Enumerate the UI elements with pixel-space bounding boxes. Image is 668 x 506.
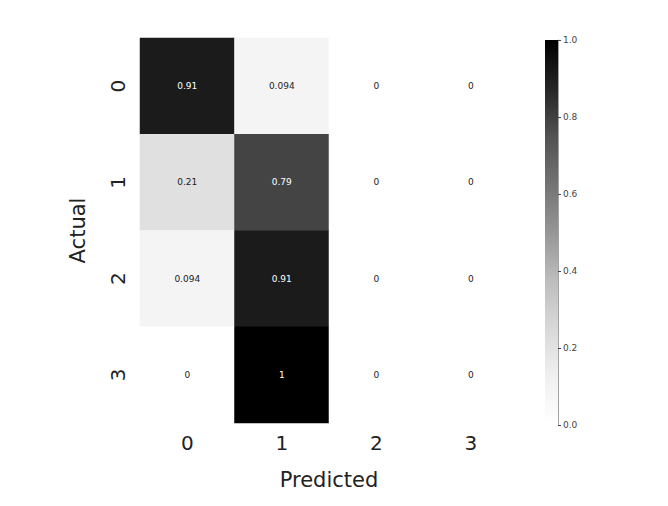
svg-text:0.2: 0.2 — [563, 343, 577, 353]
svg-text:0.91: 0.91 — [272, 274, 292, 284]
svg-text:0: 0 — [468, 274, 474, 284]
svg-text:1: 1 — [106, 176, 130, 189]
svg-text:0.094: 0.094 — [174, 274, 200, 284]
svg-text:0.21: 0.21 — [177, 177, 197, 187]
svg-text:0: 0 — [106, 80, 130, 93]
svg-text:0.4: 0.4 — [563, 266, 578, 276]
svg-text:0: 0 — [468, 177, 474, 187]
svg-text:0: 0 — [373, 177, 379, 187]
svg-text:0: 0 — [373, 274, 379, 284]
svg-text:0.6: 0.6 — [563, 189, 578, 199]
svg-text:1: 1 — [275, 431, 288, 455]
svg-text:0: 0 — [468, 370, 474, 380]
svg-text:Actual: Actual — [66, 198, 90, 264]
svg-text:0.8: 0.8 — [563, 112, 578, 122]
svg-text:2: 2 — [106, 272, 130, 285]
svg-text:0.0: 0.0 — [563, 420, 578, 430]
svg-text:0: 0 — [468, 81, 474, 91]
svg-text:0: 0 — [184, 370, 190, 380]
svg-text:1: 1 — [279, 370, 285, 380]
svg-text:0.79: 0.79 — [272, 177, 292, 187]
svg-text:1.0: 1.0 — [563, 35, 578, 45]
svg-text:0.91: 0.91 — [177, 81, 197, 91]
svg-text:0: 0 — [373, 370, 379, 380]
svg-text:0.094: 0.094 — [269, 81, 295, 91]
svg-text:3: 3 — [106, 369, 130, 382]
svg-text:0: 0 — [373, 81, 379, 91]
svg-text:2: 2 — [370, 431, 383, 455]
svg-text:0: 0 — [181, 431, 194, 455]
svg-text:Predicted: Predicted — [280, 468, 379, 492]
svg-text:3: 3 — [464, 431, 477, 455]
